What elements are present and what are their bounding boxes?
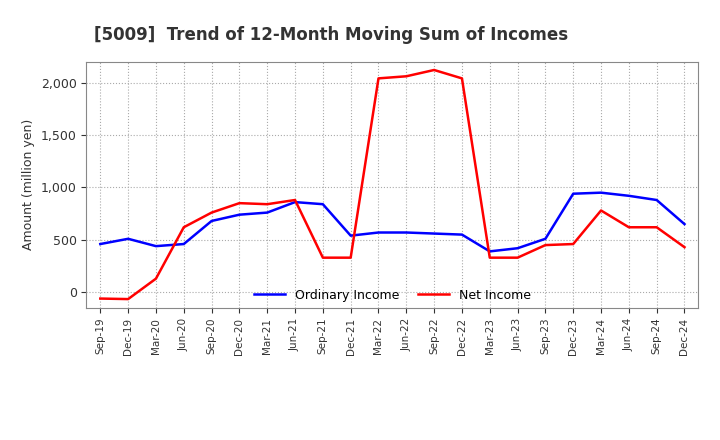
Net Income xyxy=(541,242,550,248)
Net Income xyxy=(569,242,577,247)
Ordinary Income xyxy=(680,221,689,227)
Net Income xyxy=(346,255,355,260)
Text: [5009]  Trend of 12-Month Moving Sum of Incomes: [5009] Trend of 12-Month Moving Sum of I… xyxy=(94,26,568,44)
Ordinary Income xyxy=(485,249,494,254)
Net Income xyxy=(624,225,633,230)
Ordinary Income xyxy=(513,246,522,251)
Net Income xyxy=(402,73,410,79)
Ordinary Income xyxy=(624,193,633,198)
Ordinary Income xyxy=(346,233,355,238)
Ordinary Income xyxy=(96,242,104,247)
Net Income xyxy=(513,255,522,260)
Line: Net Income: Net Income xyxy=(100,70,685,299)
Ordinary Income xyxy=(291,199,300,205)
Net Income xyxy=(179,225,188,230)
Ordinary Income xyxy=(541,236,550,242)
Net Income xyxy=(124,297,132,302)
Ordinary Income xyxy=(179,242,188,247)
Legend: Ordinary Income, Net Income: Ordinary Income, Net Income xyxy=(248,284,536,307)
Ordinary Income xyxy=(458,232,467,237)
Ordinary Income xyxy=(597,190,606,195)
Ordinary Income xyxy=(207,218,216,224)
Net Income xyxy=(207,210,216,215)
Net Income xyxy=(318,255,327,260)
Ordinary Income xyxy=(124,236,132,242)
Ordinary Income xyxy=(430,231,438,236)
Net Income xyxy=(291,198,300,203)
Ordinary Income xyxy=(652,198,661,203)
Net Income xyxy=(152,276,161,281)
Net Income xyxy=(485,255,494,260)
Net Income xyxy=(374,76,383,81)
Ordinary Income xyxy=(318,202,327,207)
Net Income xyxy=(458,76,467,81)
Ordinary Income xyxy=(263,210,271,215)
Ordinary Income xyxy=(235,212,243,217)
Net Income xyxy=(235,201,243,206)
Ordinary Income xyxy=(569,191,577,196)
Net Income xyxy=(597,208,606,213)
Y-axis label: Amount (million yen): Amount (million yen) xyxy=(22,119,35,250)
Net Income xyxy=(680,245,689,250)
Net Income xyxy=(430,67,438,73)
Net Income xyxy=(263,202,271,207)
Ordinary Income xyxy=(152,243,161,249)
Ordinary Income xyxy=(374,230,383,235)
Net Income xyxy=(652,225,661,230)
Line: Ordinary Income: Ordinary Income xyxy=(100,193,685,251)
Ordinary Income xyxy=(402,230,410,235)
Net Income xyxy=(96,296,104,301)
